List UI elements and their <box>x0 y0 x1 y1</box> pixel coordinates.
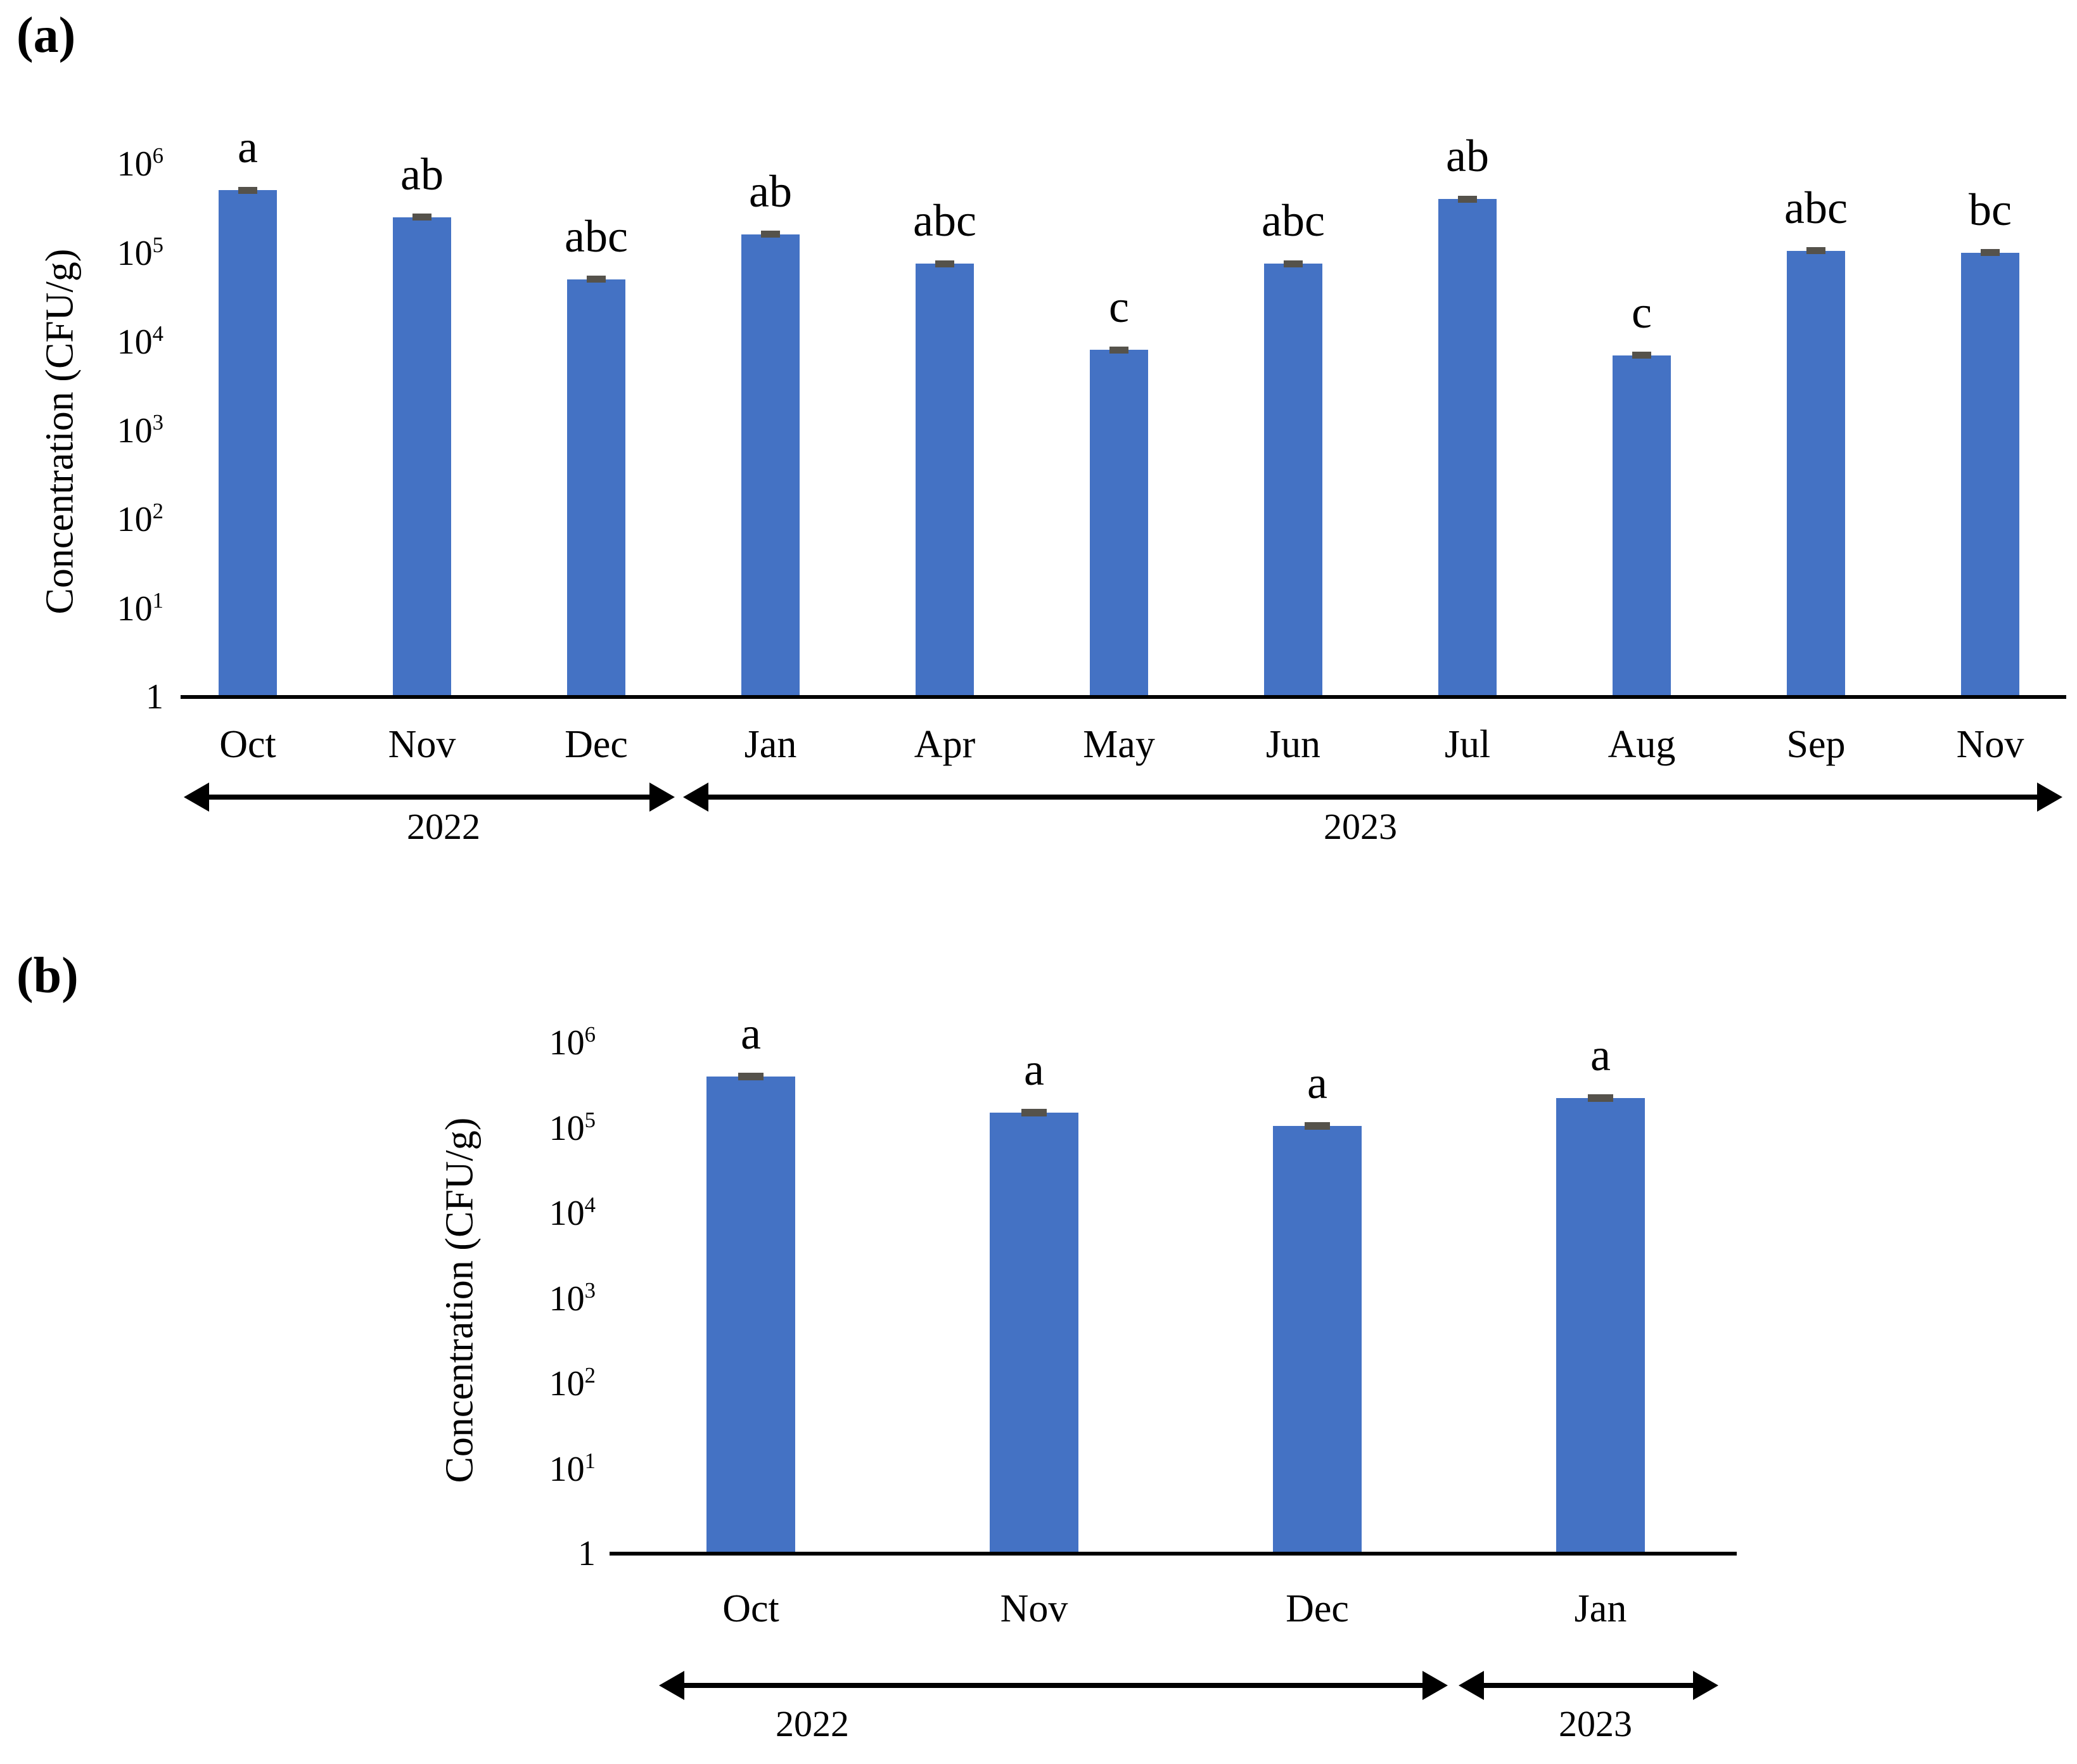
x-tick-label-month: Oct <box>722 1587 779 1630</box>
panel-a-label: (a) <box>16 8 76 63</box>
bar-a-sep-9 <box>1787 250 1845 697</box>
significance-letter: ab <box>1446 131 1489 182</box>
y-tick-label-104: 104 <box>549 1192 596 1233</box>
y-tick-label-106: 106 <box>549 1022 596 1063</box>
x-tick-label-month: Sep <box>1786 723 1846 766</box>
x-tick-label-month: Jun <box>1265 723 1321 766</box>
year-arrow-line <box>203 795 656 800</box>
significance-letter: a <box>741 1007 761 1059</box>
year-label: 2023 <box>1559 1703 1632 1744</box>
significance-letter: ab <box>749 165 792 217</box>
significance-letter: c <box>1632 286 1652 338</box>
bar-a-apr-4 <box>916 264 974 697</box>
year-arrow-line <box>702 795 2043 800</box>
bar-a-jun-6 <box>1264 264 1322 697</box>
arrow-right-head-icon <box>1693 1671 1718 1700</box>
error-bar-cap <box>1981 249 2000 256</box>
bar-b-jan-3 <box>1556 1098 1645 1554</box>
x-tick-label-month: Apr <box>914 723 976 766</box>
error-bar-cap <box>1284 260 1303 267</box>
y-tick-label-101: 101 <box>117 587 163 629</box>
significance-letter: a <box>238 122 258 173</box>
arrow-right-head-icon <box>649 783 675 812</box>
error-bar-cap <box>761 231 780 238</box>
x-tick-label-month: Dec <box>1286 1587 1349 1630</box>
y-tick-label-1: 1 <box>578 1534 596 1573</box>
significance-letter: a <box>1024 1044 1044 1095</box>
error-bar-cap <box>1458 195 1477 203</box>
panel-b-label: (b) <box>16 948 79 1004</box>
y-tick-label-103: 103 <box>117 410 163 451</box>
y-tick-label-105: 105 <box>117 232 163 273</box>
x-tick-label-month: Jan <box>744 723 797 766</box>
error-bar-cap <box>1588 1094 1613 1102</box>
error-bar-cap <box>238 186 257 194</box>
error-bar-cap <box>1021 1108 1047 1116</box>
significance-letter: abc <box>913 195 976 246</box>
error-bar-cap <box>1305 1122 1330 1130</box>
x-tick-label-month: May <box>1083 723 1155 766</box>
arrow-right-head-icon <box>1422 1671 1448 1700</box>
bar-a-oct-0 <box>219 190 277 697</box>
significance-letter: ab <box>400 148 444 200</box>
x-tick-label-month: Dec <box>565 723 628 766</box>
significance-letter: abc <box>565 210 628 262</box>
year-arrow-line <box>1478 1683 1699 1688</box>
error-bar-cap <box>1806 247 1825 255</box>
bar-b-nov-1 <box>990 1112 1078 1554</box>
y-tick-label-102: 102 <box>549 1363 596 1403</box>
y-tick-label-101: 101 <box>549 1448 596 1489</box>
error-bar-cap <box>1109 346 1128 354</box>
x-axis-line <box>181 695 2066 699</box>
bar-a-jul-7 <box>1438 199 1497 697</box>
significance-letter: bc <box>1969 184 2012 235</box>
bar-a-nov-1 <box>393 217 451 697</box>
error-bar-cap <box>935 260 954 267</box>
bar-a-may-5 <box>1090 350 1148 697</box>
bar-b-oct-0 <box>706 1076 795 1554</box>
x-tick-label-month: Aug <box>1607 723 1676 766</box>
y-tick-label-104: 104 <box>117 321 163 362</box>
x-tick-label-month: Oct <box>219 723 276 766</box>
error-bar-cap <box>738 1072 764 1080</box>
y-tick-label-105: 105 <box>549 1107 596 1148</box>
y-tick-label-106: 106 <box>117 143 163 184</box>
error-bar-cap <box>1632 352 1651 359</box>
x-axis-line <box>610 1552 1737 1556</box>
arrow-left-head-icon <box>683 783 708 812</box>
x-tick-label-month: Nov <box>1000 1587 1068 1630</box>
arrow-left-head-icon <box>659 1671 684 1700</box>
significance-letter: abc <box>1262 195 1325 246</box>
error-bar-cap <box>412 214 431 221</box>
x-tick-label-month: Nov <box>388 723 456 766</box>
significance-letter: abc <box>1784 182 1848 233</box>
significance-letter: a <box>1307 1057 1327 1108</box>
x-tick-label-month: Jul <box>1444 723 1491 766</box>
bar-a-dec-2 <box>567 279 625 697</box>
bar-a-aug-8 <box>1613 355 1671 697</box>
significance-letter: c <box>1109 281 1129 333</box>
bar-a-jan-3 <box>741 234 800 697</box>
arrow-left-head-icon <box>1459 1671 1484 1700</box>
error-bar-cap <box>587 276 606 283</box>
year-label: 2022 <box>776 1703 849 1744</box>
arrow-left-head-icon <box>184 783 209 812</box>
significance-letter: a <box>1590 1030 1611 1081</box>
x-tick-label-month: Jan <box>1574 1587 1627 1630</box>
year-label: 2022 <box>407 806 480 847</box>
bar-b-dec-2 <box>1273 1125 1362 1554</box>
y-tick-label-1: 1 <box>146 677 163 717</box>
arrow-right-head-icon <box>2037 783 2062 812</box>
y-tick-label-103: 103 <box>549 1277 596 1319</box>
bar-a-nov-10 <box>1961 252 2019 697</box>
x-tick-label-month: Nov <box>1956 723 2024 766</box>
y-tick-label-102: 102 <box>117 499 163 540</box>
year-arrow-line <box>678 1683 1429 1688</box>
year-label: 2023 <box>1324 806 1397 847</box>
